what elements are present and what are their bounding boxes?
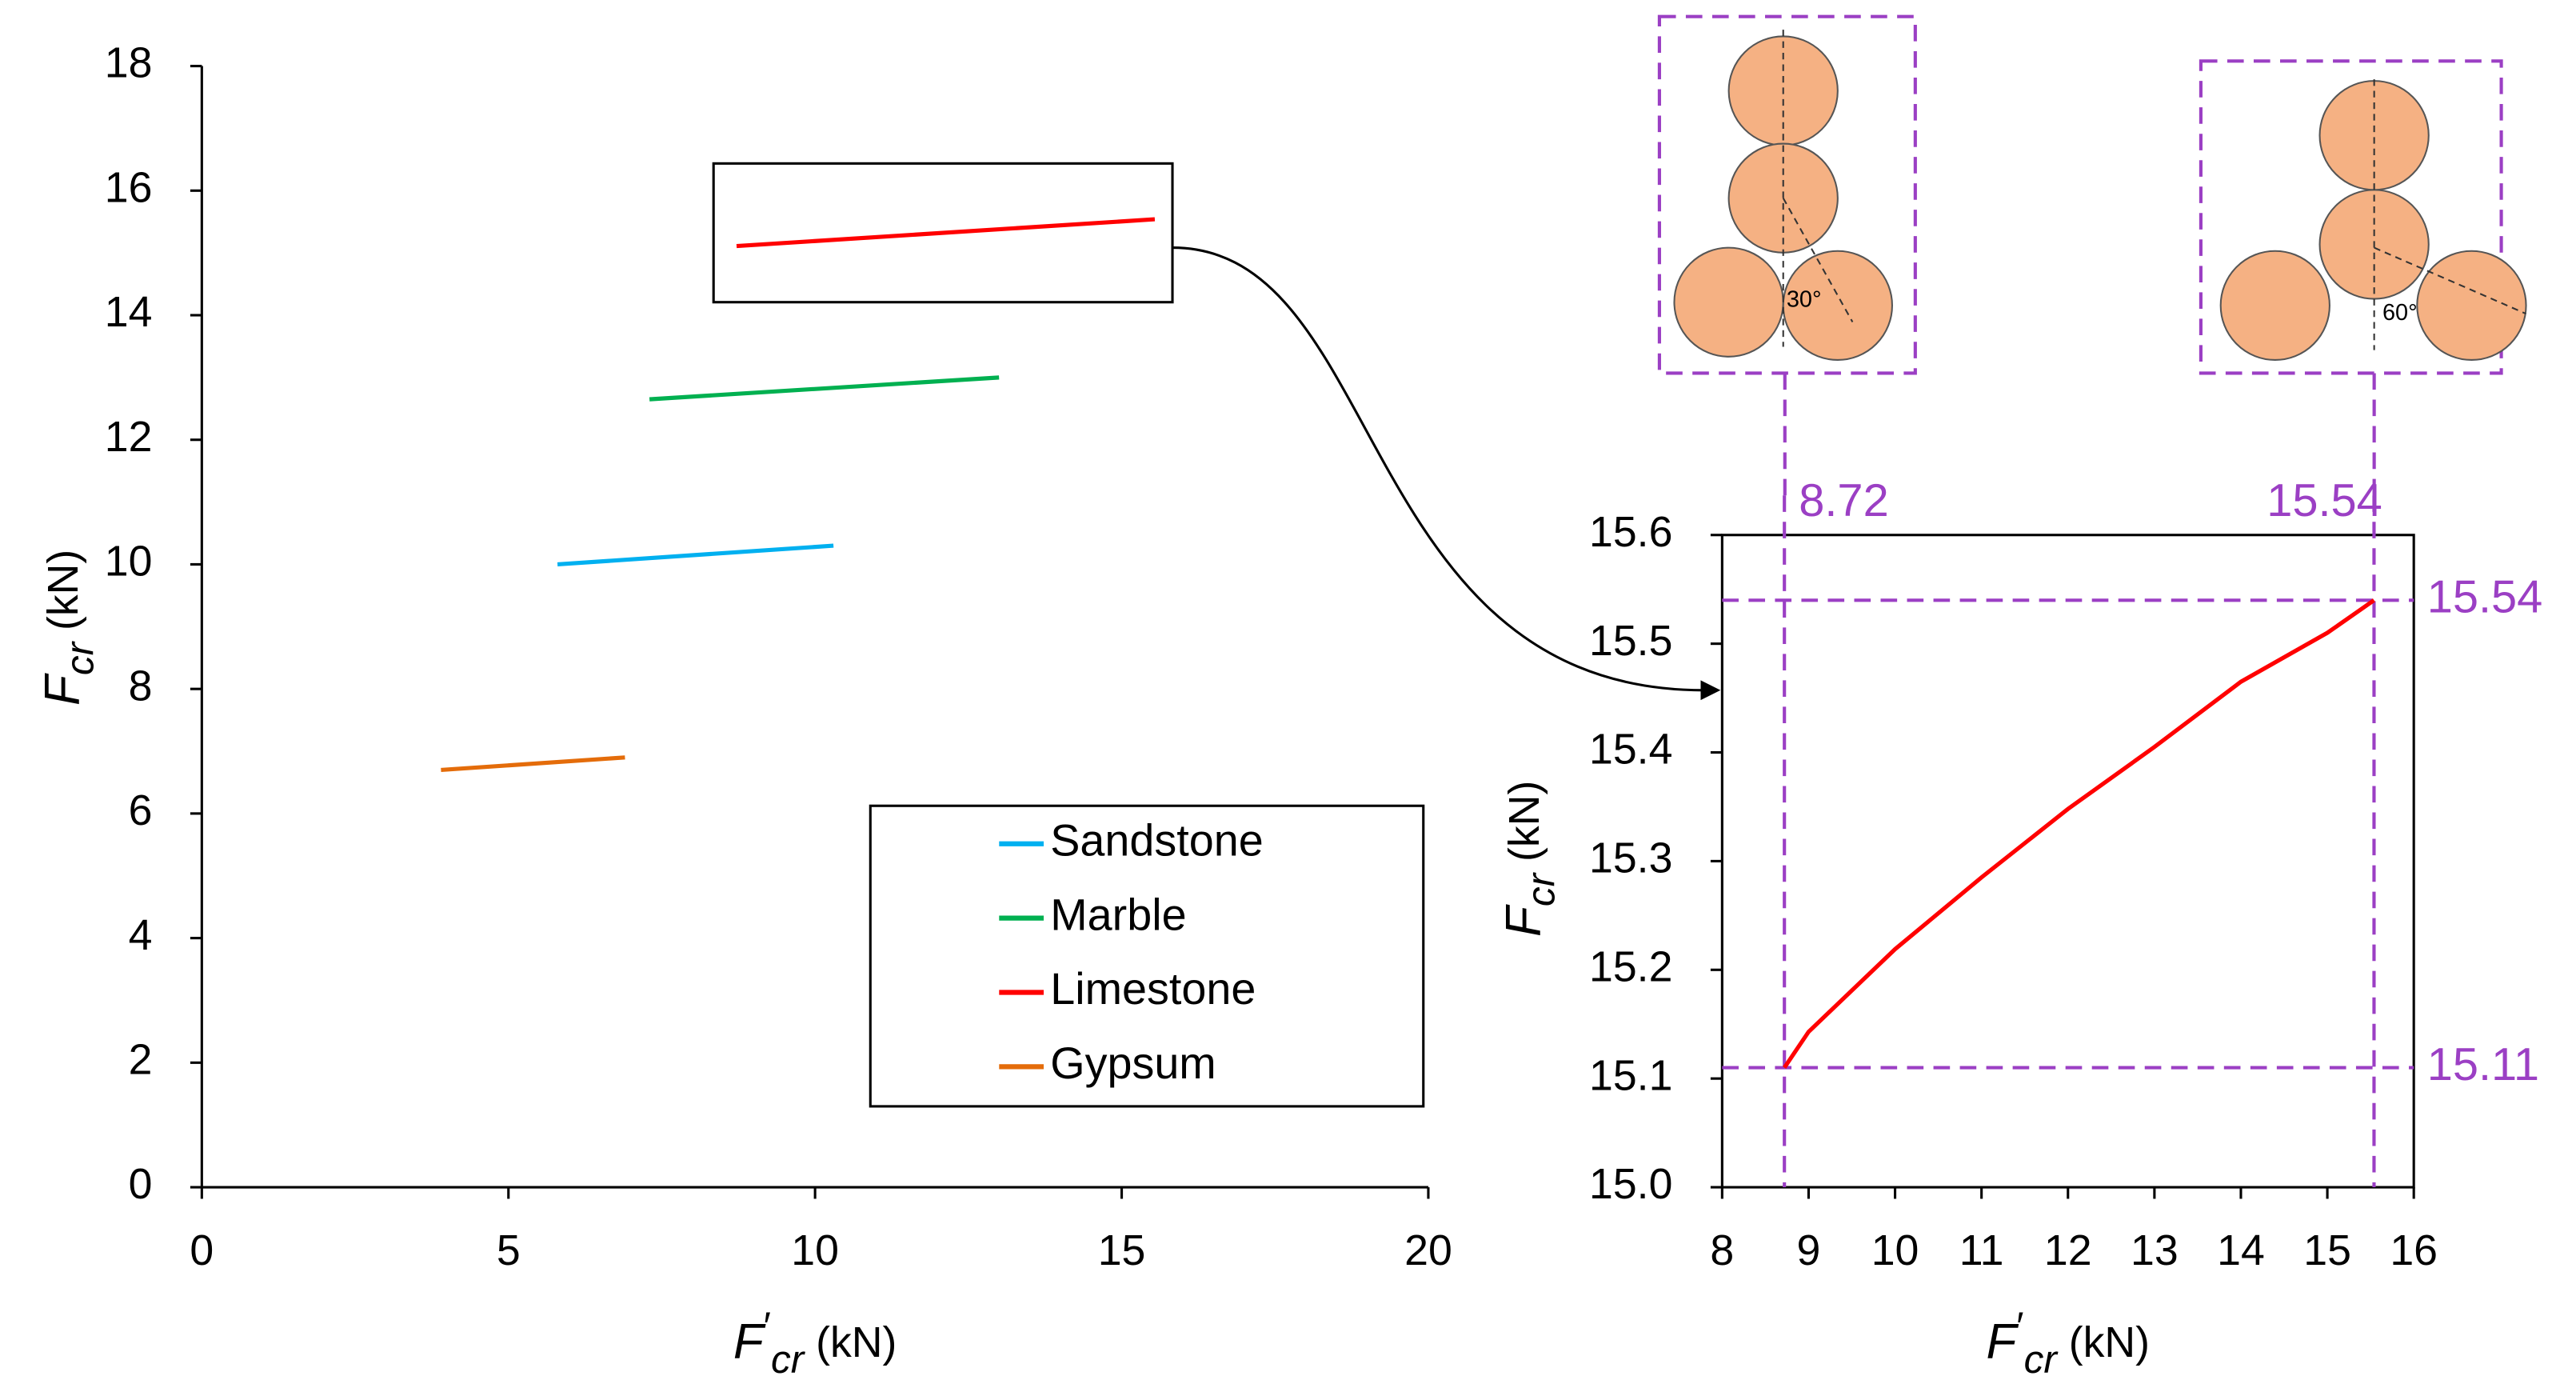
y-tick-label: 0 — [129, 1160, 153, 1208]
y-tick-label: 18 — [105, 39, 153, 87]
y-tick-label: 15.4 — [1589, 726, 1672, 774]
x-tick-label: 10 — [791, 1226, 839, 1274]
zoom-box — [712, 162, 1174, 304]
y-tick-label: 15.0 — [1589, 1160, 1672, 1208]
label-symbol: F — [733, 1315, 766, 1370]
y-tick-label: 15.6 — [1589, 508, 1672, 556]
zoom-connector — [1172, 246, 1704, 692]
series-line — [736, 217, 1156, 249]
x-tick-label: 15 — [2303, 1226, 2351, 1274]
x-tick-label: 11 — [1959, 1226, 2004, 1274]
label-subscript: cr — [771, 1338, 806, 1382]
y-tick-label: 8 — [129, 662, 153, 710]
reference-label: 15.54 — [2266, 475, 2382, 526]
x-tick-label: 12 — [2044, 1226, 2092, 1274]
plot-frame — [1720, 534, 2415, 1189]
angle-line — [2374, 246, 2526, 315]
label-subscript: cr — [2024, 1338, 2059, 1382]
x-tick-label: 14 — [2217, 1226, 2265, 1274]
x-tick-label: 5 — [497, 1226, 521, 1274]
label-unit: (kN) — [39, 550, 87, 642]
label-subscript: cr — [1520, 871, 1564, 906]
x-tick-label: 20 — [1404, 1226, 1452, 1274]
axis-label: Fcr (kN) — [35, 550, 102, 706]
label-unit: (kN) — [804, 1318, 897, 1366]
y-tick-label: 15.1 — [1589, 1051, 1672, 1099]
angle-label: 60° — [2382, 300, 2418, 326]
x-tick-label: 9 — [1797, 1226, 1821, 1274]
y-tick-label: 16 — [105, 163, 153, 211]
y-tick-label: 2 — [129, 1036, 153, 1084]
series-line — [441, 755, 625, 772]
legend-label: Gypsum — [1050, 1038, 1216, 1088]
diagram-frame — [2199, 59, 2503, 375]
y-tick-label: 14 — [105, 288, 153, 336]
x-tick-label: 10 — [1871, 1226, 1919, 1274]
series-line — [557, 543, 834, 567]
label-unit: (kN) — [2057, 1318, 2150, 1366]
diagram-60: 60° — [2199, 59, 2527, 375]
y-tick-label: 4 — [129, 911, 153, 959]
particle — [2219, 250, 2330, 361]
y-tick-label: 12 — [105, 413, 153, 461]
particle — [1673, 246, 1784, 358]
x-tick-label: 15 — [1098, 1226, 1146, 1274]
angle-label: 30° — [1787, 286, 1822, 312]
series-line — [1783, 598, 2375, 1070]
particle — [2416, 250, 2527, 361]
legend-frame — [869, 804, 1425, 1108]
reference-label: 15.54 — [2427, 572, 2543, 623]
x-tick-label: 16 — [2390, 1226, 2438, 1274]
y-tick-label: 15.3 — [1589, 834, 1672, 882]
angle-line — [1782, 198, 1854, 322]
reference-label: 8.72 — [1799, 475, 1888, 526]
arrow-head — [1700, 680, 1721, 701]
reference-label: 15.11 — [2427, 1039, 2539, 1090]
x-tick-label: 8 — [1710, 1226, 1734, 1274]
axis-label: F′cr (kN) — [1986, 1305, 2150, 1382]
label-symbol: F — [1986, 1315, 2019, 1370]
y-tick-label: 15.5 — [1589, 617, 1672, 665]
axis-label: F′cr (kN) — [733, 1305, 897, 1382]
legend-label: Limestone — [1050, 964, 1256, 1014]
y-tick-label: 10 — [105, 538, 153, 586]
label-prime: ′ — [764, 1305, 771, 1349]
axis-label: Fcr (kN) — [1496, 781, 1563, 937]
label-symbol: F — [1496, 904, 1552, 937]
y-tick-label: 15.2 — [1589, 942, 1672, 990]
series-line — [649, 375, 1000, 402]
x-tick-label: 13 — [2131, 1226, 2179, 1274]
label-symbol: F — [35, 673, 90, 706]
diagram-frame — [1657, 14, 1917, 375]
label-unit: (kN) — [1500, 781, 1548, 874]
particle — [1782, 250, 1893, 361]
diagram-30: 30° — [1657, 14, 1917, 375]
label-subscript: cr — [58, 640, 102, 675]
x-tick-label: 0 — [190, 1226, 214, 1274]
label-prime: ′ — [2016, 1305, 2023, 1349]
legend-label: Marble — [1050, 890, 1186, 939]
legend-label: Sandstone — [1050, 815, 1263, 865]
y-tick-label: 6 — [129, 786, 153, 834]
